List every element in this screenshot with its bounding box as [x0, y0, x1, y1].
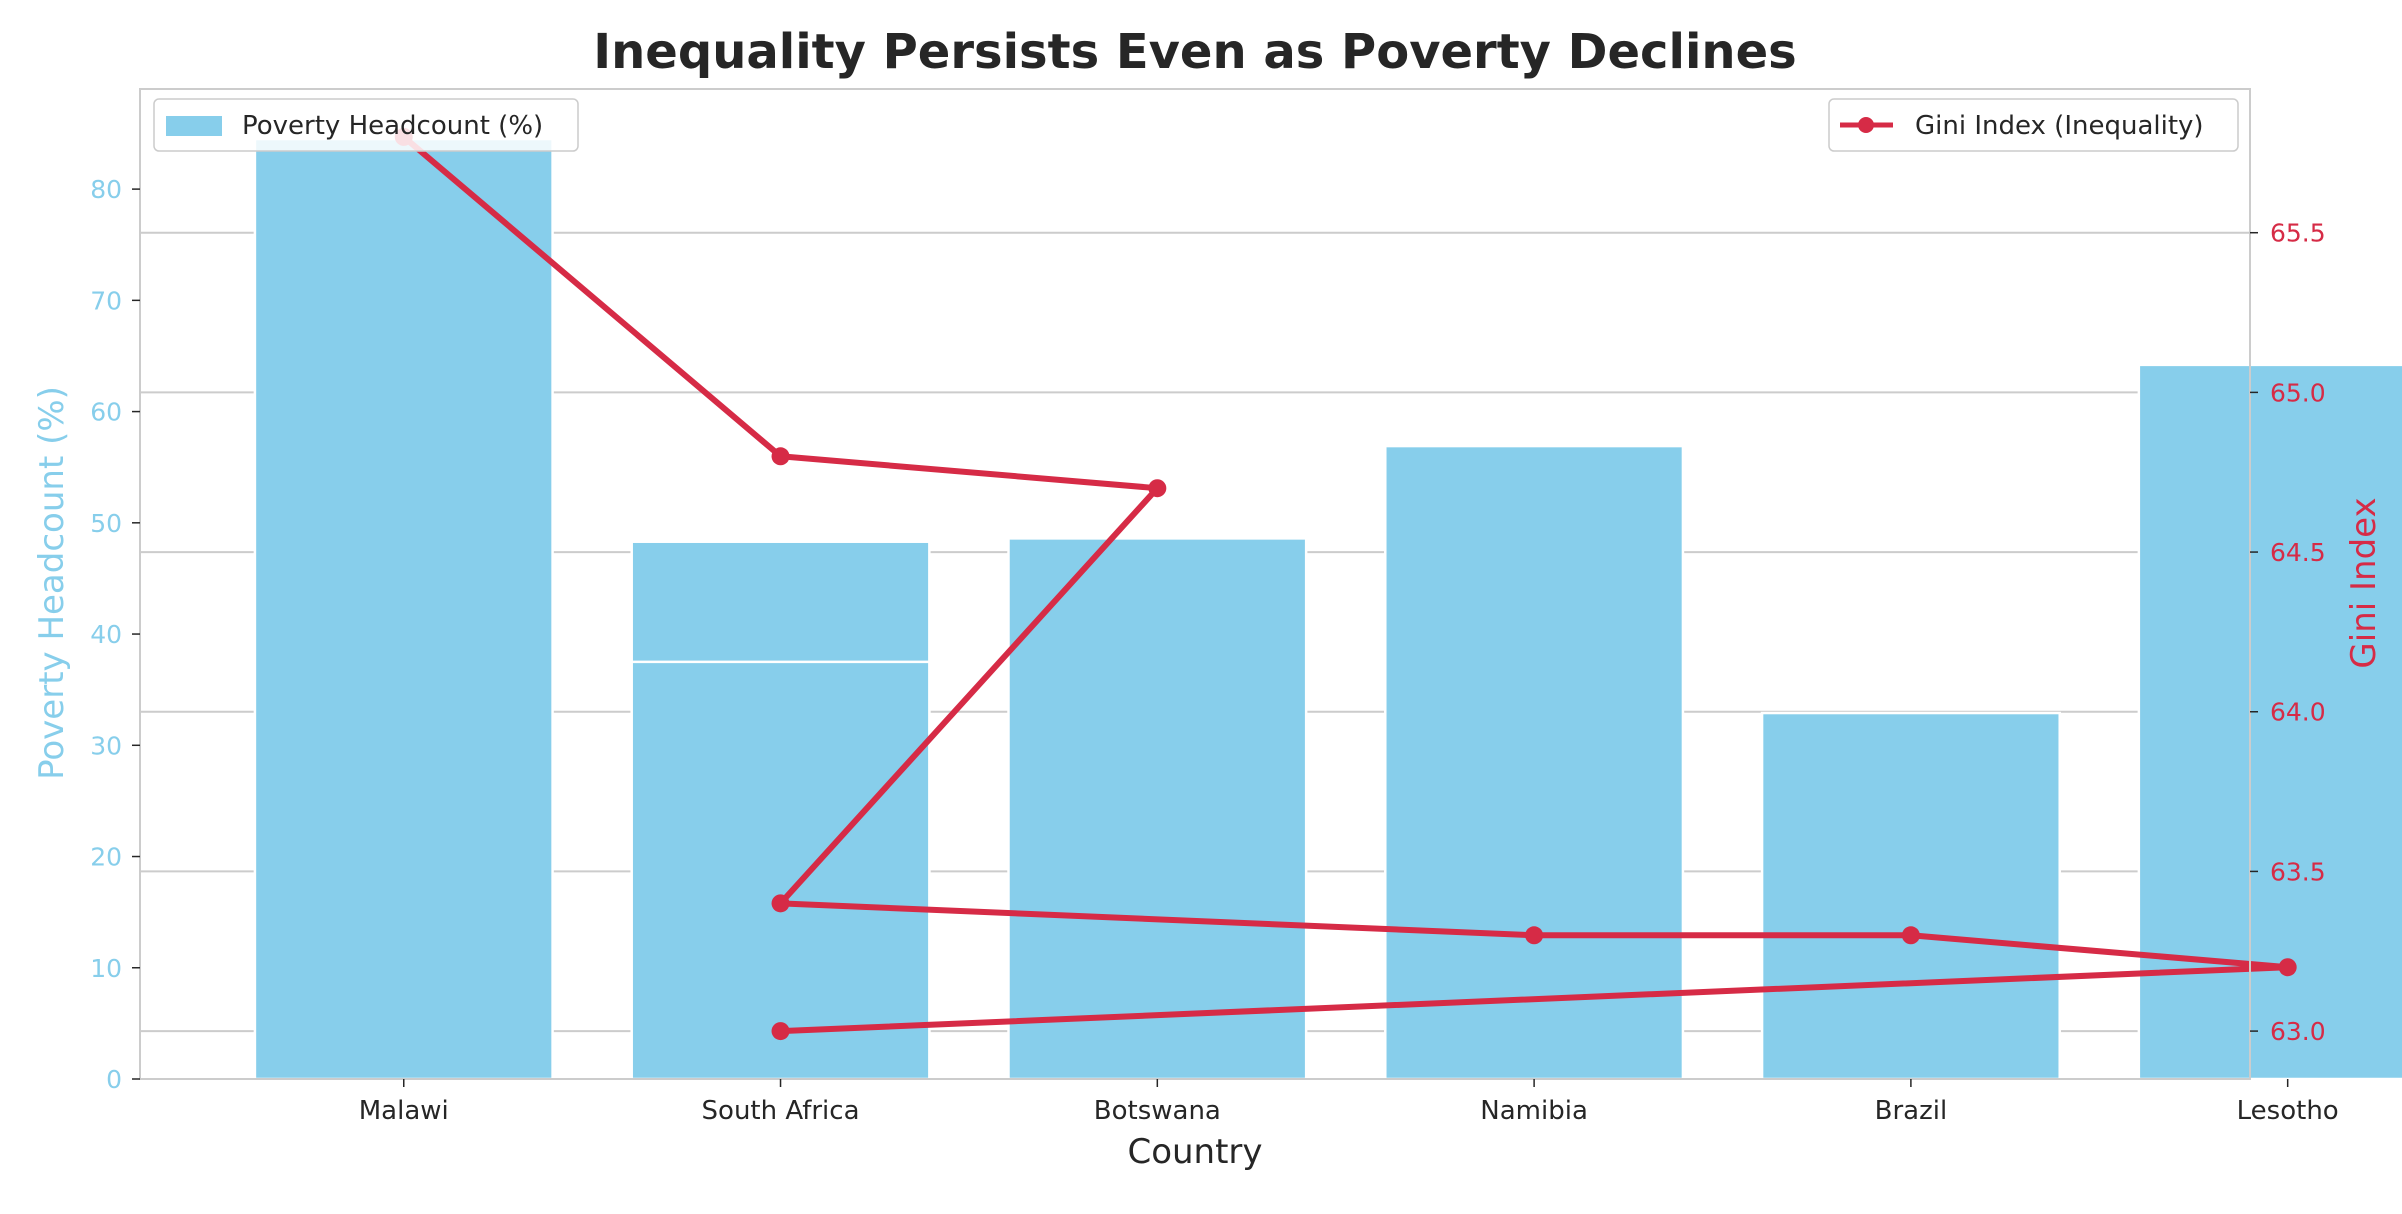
legend-gini-box: [1828, 98, 2239, 152]
legend-gini-label: Gini Index (Inequality): [1915, 111, 2204, 141]
gini-point-1: [771, 447, 790, 466]
y-tick-label-right-0: 63.0: [2270, 1017, 2326, 1046]
y-tick-label-left-8: 80: [90, 175, 122, 204]
y-tick-label-left-5: 50: [90, 509, 122, 538]
y-tick-label-right-2: 64.0: [2270, 698, 2326, 727]
gini-point-6: [2278, 958, 2297, 977]
bar-botswana: [1007, 537, 1308, 1081]
axes: 0 10 20 30 40 50 60 70 80 63.0 63.5 64.0 64.5 65.0 65.…: [90, 88, 2339, 1126]
gini-point-7: [771, 1022, 790, 1041]
bar-brazil: [1760, 711, 2061, 1081]
y-axis-label-left: Poverty Headcount (%): [32, 386, 72, 780]
legend-poverty: Poverty Headcount (%): [153, 98, 579, 152]
y-tick-label-right-4: 65.0: [2270, 378, 2326, 407]
x-axis-label: Country: [1127, 1132, 1262, 1172]
gini-point-3: [771, 894, 790, 913]
bars: [253, 137, 2402, 1081]
legend-poverty-box: [153, 98, 579, 152]
x-tick-label-malawi: Malawi: [359, 1096, 449, 1126]
y-tick-label-right-1: 63.5: [2270, 857, 2326, 886]
y-tick-label-left-7: 70: [90, 286, 122, 315]
y-tick-label-left-3: 30: [90, 731, 122, 760]
gini-point-4: [1525, 926, 1544, 945]
x-tick-label-south-africa: South Africa: [702, 1096, 860, 1126]
legend-poverty-swatch: [166, 116, 222, 136]
legend-poverty-label: Poverty Headcount (%): [242, 111, 543, 141]
x-tick-label-lesotho: Lesotho: [2237, 1096, 2339, 1126]
y-tick-label-left-2: 20: [90, 843, 122, 872]
x-tick-label-botswana: Botswana: [1094, 1096, 1221, 1126]
gini-point-5: [1901, 926, 1920, 945]
gini-line: [400, 133, 2291, 1035]
gini-point-2: [1148, 479, 1167, 498]
y-axis-label-right: Gini Index: [2344, 497, 2384, 668]
x-tick-label-brazil: Brazil: [1875, 1096, 1948, 1126]
bar-malawi: [253, 137, 554, 1081]
y-tick-label-left-0: 0: [106, 1065, 122, 1094]
bar-south-africa-1: [630, 660, 931, 1081]
x-tick-label-namibia: Namibia: [1480, 1096, 1588, 1126]
y-tick-label-left-4: 40: [90, 620, 122, 649]
y-tick-label-right-3: 64.5: [2270, 538, 2326, 567]
bar-namibia: [1384, 444, 1685, 1081]
y-tick-label-left-1: 10: [90, 954, 122, 983]
y-tick-label-right-5: 65.5: [2270, 219, 2326, 248]
plot-frame: [139, 88, 2251, 1080]
legend-gini: Gini Index (Inequality): [1828, 98, 2239, 152]
y-tick-label-left-6: 60: [90, 398, 122, 427]
chart-title: Inequality Persists Even as Poverty Decl…: [593, 24, 1796, 80]
legend-gini-marker: [1858, 117, 1874, 133]
